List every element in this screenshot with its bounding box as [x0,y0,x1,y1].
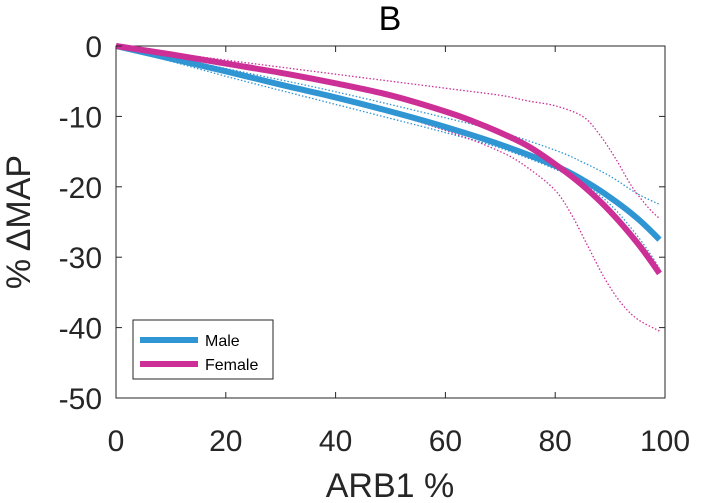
y-tick-label: 0 [85,31,102,64]
legend: Male Female [132,319,274,380]
x-tick-label: 80 [539,425,572,458]
x-tick-label: 20 [209,425,242,458]
x-tick-label: 60 [429,425,462,458]
y-tick-label: -30 [59,242,102,275]
y-tick-label: -20 [59,172,102,205]
series-line-female [115,43,662,276]
series-line-male [115,43,662,242]
y-tick-label: -40 [59,313,102,346]
confidence-bound-line-2 [115,45,660,205]
legend-box [132,319,274,380]
y-tick-label: -50 [59,383,102,416]
x-tick-label: 40 [319,425,352,458]
confidence-bound-line-4 [115,45,660,219]
chart-title: B [379,0,402,38]
ticks-layer: 0 20 40 60 80 100 0 -10 -20 -30 -40 -50 [59,31,690,458]
x-tick-label: 0 [108,425,125,458]
series-layer [115,43,662,332]
y-axis-title: % ΔMAP [0,155,38,289]
x-tick-label: 100 [640,425,690,458]
y-tick-label: -10 [59,101,102,134]
legend-label-female: Female [205,357,258,374]
legend-label-male: Male [205,333,240,350]
x-axis-title: ARB1 % [326,467,455,503]
